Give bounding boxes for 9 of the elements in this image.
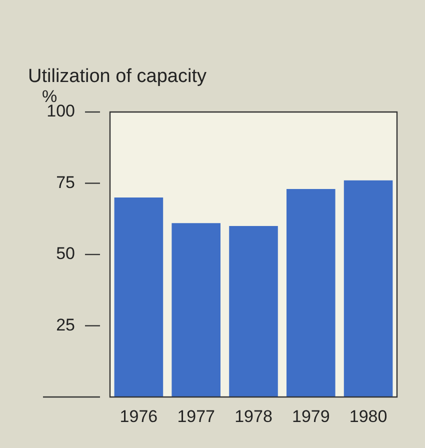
y-tick-label: 25 <box>56 315 75 334</box>
chart-title: Utilization of capacity <box>28 66 207 87</box>
y-tick-label: 75 <box>56 172 75 192</box>
y-tick-label: 50 <box>56 244 75 264</box>
x-tick-label: 1980 <box>349 406 388 426</box>
x-tick-label: 1978 <box>234 406 272 426</box>
x-tick-label: 1979 <box>292 406 330 426</box>
x-tick-label: 1977 <box>177 406 216 426</box>
x-tick-label: 1976 <box>120 406 158 426</box>
